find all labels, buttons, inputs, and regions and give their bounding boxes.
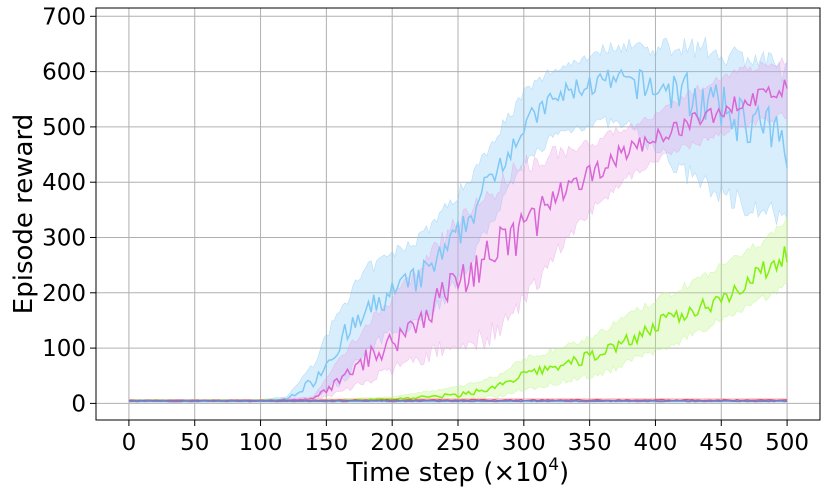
series-band-1 xyxy=(128,56,788,403)
x-axis-label: Time step (×104) xyxy=(346,455,569,488)
y-tick-label: 300 xyxy=(42,226,86,252)
y-tick-labels: 0 100 200 300 400 500 600 700 xyxy=(42,4,96,417)
y-tick-label: 200 xyxy=(42,281,86,307)
x-axis-label-close: ) xyxy=(559,458,569,488)
x-tick-label: 200 xyxy=(370,430,414,456)
x-axis-label-exponent: 4 xyxy=(548,455,559,475)
y-tick-label: 100 xyxy=(42,336,86,362)
x-tick-label: 250 xyxy=(436,430,480,456)
x-tick-labels: 0 50 100 150 200 250 300 350 400 450 500 xyxy=(122,420,809,456)
x-tick-label: 350 xyxy=(568,430,612,456)
series-line-4 xyxy=(128,400,788,403)
y-tick-label: 500 xyxy=(42,115,86,141)
x-tick-label: 50 xyxy=(180,430,209,456)
x-tick-label: 0 xyxy=(122,430,137,456)
y-tick-label: 400 xyxy=(42,170,86,196)
y-axis-label: Episode reward xyxy=(9,114,39,314)
series-line-3 xyxy=(128,398,788,402)
x-tick-label: 400 xyxy=(634,430,678,456)
series-lines xyxy=(128,68,788,403)
y-tick-label: 0 xyxy=(71,391,86,417)
x-axis-label-main: Time step (×10 xyxy=(346,458,548,488)
x-tick-label: 300 xyxy=(502,430,546,456)
x-tick-label: 500 xyxy=(765,430,809,456)
y-tick-label: 600 xyxy=(42,60,86,86)
x-tick-label: 450 xyxy=(699,430,743,456)
x-tick-label: 150 xyxy=(304,430,348,456)
y-tick-label: 700 xyxy=(42,4,86,30)
x-tick-label: 100 xyxy=(239,430,283,456)
